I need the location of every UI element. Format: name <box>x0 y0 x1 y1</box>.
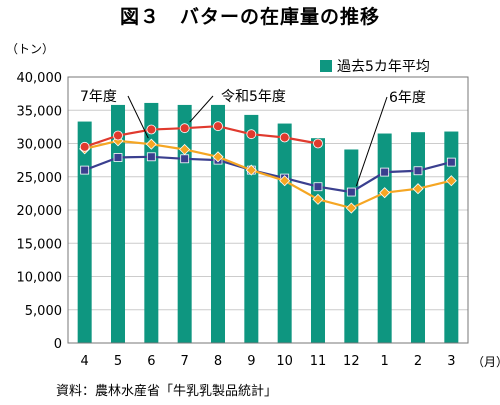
y-tick-label: 20,000 <box>17 204 63 219</box>
legend-label: 過去5カ年平均 <box>337 59 430 75</box>
bar-4 <box>77 121 92 344</box>
lines <box>79 121 457 214</box>
callout-label-r6: 6年度 <box>389 90 426 106</box>
x-tick-label: 10 <box>276 354 293 369</box>
chart-title: 図３ バターの在庫量の推移 <box>119 6 380 28</box>
y-tick-label: 5,000 <box>25 304 62 319</box>
bar-5 <box>111 104 125 344</box>
bar-9 <box>244 114 259 343</box>
x-tick-label: 2 <box>414 354 422 369</box>
y-tick-label: 25,000 <box>17 171 63 186</box>
gridlines <box>68 76 468 344</box>
bar-12 <box>344 149 359 343</box>
point-r6 <box>180 154 190 164</box>
bar-10 <box>277 123 292 343</box>
legend-swatch <box>320 60 332 72</box>
point-r5 <box>179 123 190 134</box>
point-r6 <box>346 187 356 197</box>
line-r5 <box>84 125 319 148</box>
x-tick-label: 6 <box>147 354 155 369</box>
point-r6 <box>313 182 323 192</box>
x-tick-label: 5 <box>114 354 122 369</box>
x-tick-label: 8 <box>214 354 222 369</box>
source-note: 資料：農林水産省「牛乳乳製品統計」 <box>56 384 278 399</box>
callout-label-r7: 7年度 <box>80 89 117 105</box>
x-tick-label: 7 <box>181 354 189 369</box>
point-r7 <box>379 187 391 199</box>
bar-1 <box>377 133 392 343</box>
x-tick-label: 9 <box>247 354 255 369</box>
x-axis-tick-labels: 4 5 6 7 8 9 10 11 12 1 2 3 <box>81 354 456 369</box>
y-axis-unit-label: （トン） <box>6 42 55 56</box>
callout-leader-r6 <box>355 96 388 187</box>
point-r5 <box>213 121 223 132</box>
point-r6 <box>413 166 423 176</box>
bar-6 <box>144 102 159 343</box>
line-r6 <box>84 155 452 194</box>
callout-label-r5: 令和5年度 <box>221 89 286 105</box>
point-r6 <box>446 157 456 167</box>
point-r6 <box>113 153 123 162</box>
point-r7 <box>345 202 357 214</box>
bar-8 <box>211 104 225 344</box>
point-r7 <box>145 138 157 150</box>
point-r7 <box>279 175 291 187</box>
point-r5 <box>79 141 90 152</box>
point-r5 <box>246 129 257 140</box>
point-r7 <box>179 143 191 156</box>
bar-7 <box>177 104 192 344</box>
point-r5 <box>279 132 290 143</box>
x-tick-label: 11 <box>310 354 327 369</box>
x-axis-unit-label: （月） <box>472 355 500 369</box>
point-r7 <box>445 175 457 187</box>
point-r5 <box>146 124 157 135</box>
point-r7 <box>212 151 224 163</box>
point-r6 <box>380 167 390 177</box>
y-tick-label: 15,000 <box>17 237 63 252</box>
point-r7 <box>245 164 257 176</box>
y-tick-label: 10,000 <box>17 271 63 286</box>
series-callouts: 7年度 令和5年度 6年度 <box>80 89 426 187</box>
point-r7 <box>412 183 424 195</box>
bars <box>77 102 459 344</box>
y-axis-tick-labels: 0 5,000 10,000 15,000 20,000 25,000 30,000 35,0… <box>17 71 63 352</box>
point-r6 <box>146 152 156 162</box>
point-r5 <box>313 138 323 149</box>
x-tick-label: 1 <box>381 354 389 369</box>
bar-11 <box>311 138 325 343</box>
legend: 過去5カ年平均 <box>320 59 430 75</box>
bar-3 <box>444 131 459 343</box>
plot-frame <box>67 76 469 344</box>
point-r7 <box>312 193 324 205</box>
point-r6 <box>80 165 90 175</box>
y-tick-label: 0 <box>54 337 62 352</box>
y-tick-label: 30,000 <box>17 138 63 153</box>
y-tick-label: 35,000 <box>17 104 63 119</box>
line-r7 <box>84 139 452 210</box>
point-r5 <box>113 130 123 141</box>
y-tick-label: 40,000 <box>17 71 63 86</box>
x-tick-label: 3 <box>447 354 455 369</box>
x-tick-label: 4 <box>81 354 89 369</box>
callout-leader-r7 <box>127 95 149 139</box>
bar-2 <box>411 132 425 343</box>
callout-leader-r5 <box>189 95 214 123</box>
x-tick-label: 12 <box>343 354 360 369</box>
